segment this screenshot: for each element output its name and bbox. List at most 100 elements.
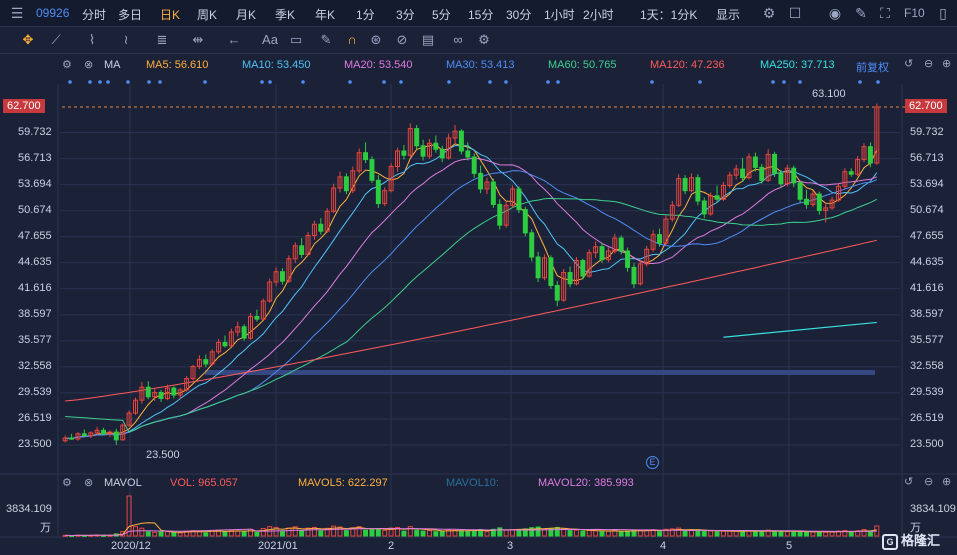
candle-body [490, 181, 496, 205]
volume-bar [605, 530, 611, 537]
volume-bar [816, 531, 822, 537]
timeframe-8[interactable]: 3分 [396, 8, 415, 22]
event-dot [88, 80, 92, 84]
candle-body [69, 437, 75, 440]
candle-body [101, 429, 107, 435]
candle-body [516, 188, 522, 211]
candle-body [471, 156, 477, 174]
candle-body [733, 168, 739, 176]
camera-icon[interactable]: ◉ [828, 5, 842, 21]
candle-body [644, 248, 650, 265]
volume-bar [471, 529, 477, 537]
link-icon[interactable]: ∞ [453, 32, 463, 47]
stock-code[interactable]: 09926 [36, 6, 70, 20]
timeframe-0[interactable]: 分时 [82, 8, 107, 22]
candle-body [420, 145, 426, 157]
gear-icon[interactable]: ⚙ [478, 32, 490, 47]
magnet-icon[interactable]: ∩ [347, 32, 357, 47]
note-icon[interactable]: ▭ [289, 32, 303, 47]
price-label-right: 53.694 [910, 177, 944, 190]
timeframe-12[interactable]: 1小时 [544, 8, 575, 22]
line-icon[interactable]: ⟋ [51, 32, 61, 47]
text-icon[interactable]: Aa [262, 32, 278, 47]
volume-bar [714, 531, 720, 537]
ray-icon[interactable]: ⌇ [88, 32, 96, 47]
volume-bar [426, 530, 432, 537]
candle-body [350, 170, 356, 192]
timeframe-10[interactable]: 15分 [468, 8, 494, 22]
undo-icon[interactable]: ↺ [904, 58, 914, 70]
volume-bar [292, 526, 298, 537]
visibility-icon[interactable]: ⊘ [396, 32, 408, 47]
grid-menu-icon[interactable]: ☰ [10, 5, 24, 21]
pen-icon[interactable]: ✎ [320, 32, 332, 47]
checkbox-icon[interactable]: ☐ [788, 5, 802, 21]
indicator-settings-icon[interactable]: ⚙ [62, 59, 72, 71]
event-dot [771, 80, 775, 84]
trash-icon[interactable]: ▤ [421, 32, 435, 47]
price-label-left: 35.577 [18, 333, 52, 346]
range-icon[interactable]: ⇹ [192, 32, 204, 47]
ma5-label: MA5: 56.610 [146, 59, 209, 71]
vol-zoom-in-icon[interactable]: ⊕ [942, 476, 952, 488]
vol-close-icon[interactable]: ⊗ [84, 477, 94, 489]
event-marker[interactable]: E [646, 456, 659, 469]
date-axis: 2020/12 2021/01 2 3 4 5 [0, 538, 957, 555]
timeframe-9[interactable]: 5分 [432, 8, 451, 22]
timeframe-11[interactable]: 30分 [506, 8, 532, 22]
date-label: 2020/12 [111, 540, 151, 552]
vol-zoom-out-icon[interactable]: ⊖ [924, 476, 934, 488]
arrow-icon[interactable]: ← [227, 32, 241, 47]
event-dot [447, 80, 451, 84]
candle-body [561, 272, 567, 301]
indicator-close-icon[interactable]: ⊗ [84, 59, 94, 71]
candle-body [120, 424, 126, 441]
candle-body [196, 359, 202, 368]
current-price-left: 62.700 [3, 99, 45, 113]
timeframe-1[interactable]: 多日 [118, 8, 143, 22]
timeframe-7[interactable]: 1分 [356, 8, 375, 22]
volume-bar [126, 495, 132, 537]
window-icon[interactable]: ▯ [939, 5, 947, 21]
candle-body [81, 433, 87, 437]
timeframe-4[interactable]: 月K [236, 8, 257, 22]
timeframe-13[interactable]: 2小时 [583, 8, 614, 22]
wave-icon[interactable]: ≀ [123, 32, 129, 47]
timeframe-14[interactable]: 1天：1分K [640, 8, 698, 22]
candle-body [695, 177, 701, 202]
price-label-right: 59.732 [910, 125, 944, 138]
candle-body [708, 195, 714, 215]
candle-body [842, 171, 848, 187]
zoom-out-icon[interactable]: ⊖ [924, 58, 934, 70]
candle-body [637, 263, 643, 285]
zoom-in-icon[interactable]: ⊕ [942, 58, 952, 70]
vol-settings-icon[interactable]: ⚙ [62, 477, 72, 489]
price-label-right: 29.539 [910, 385, 944, 398]
ma250-label: MA250: 37.713 [760, 59, 835, 71]
eye-icon[interactable]: ⊛ [370, 32, 382, 47]
volume-bar [503, 529, 509, 537]
hline-icon[interactable]: ≣ [156, 32, 168, 47]
volume-name[interactable]: MAVOL [104, 477, 142, 489]
event-dot [504, 80, 508, 84]
timeframe-2[interactable]: 日K [160, 8, 181, 22]
indicator-name[interactable]: MA [104, 59, 121, 71]
f10-button[interactable]: F10 [904, 6, 925, 20]
event-dot [106, 80, 110, 84]
candle-body [465, 150, 471, 158]
brush-icon[interactable]: ✎ [855, 5, 867, 21]
vol-undo-icon[interactable]: ↺ [904, 476, 914, 488]
adjust-button[interactable]: 前复权 [856, 62, 889, 74]
timeframe-3[interactable]: 周K [197, 8, 218, 22]
fullscreen-icon[interactable]: ⛶ [880, 5, 890, 21]
candle-body [126, 412, 132, 426]
ma60-label: MA60: 50.765 [548, 59, 617, 71]
timeframe-5[interactable]: 季K [275, 8, 296, 22]
price-label-right: 32.558 [910, 359, 944, 372]
timeframe-15[interactable]: 显示 [716, 8, 741, 22]
volume-bar [407, 526, 413, 537]
move-icon[interactable]: ✥ [22, 32, 34, 47]
settings-icon[interactable]: ⚙ [762, 5, 776, 21]
timeframe-6[interactable]: 年K [315, 8, 336, 22]
